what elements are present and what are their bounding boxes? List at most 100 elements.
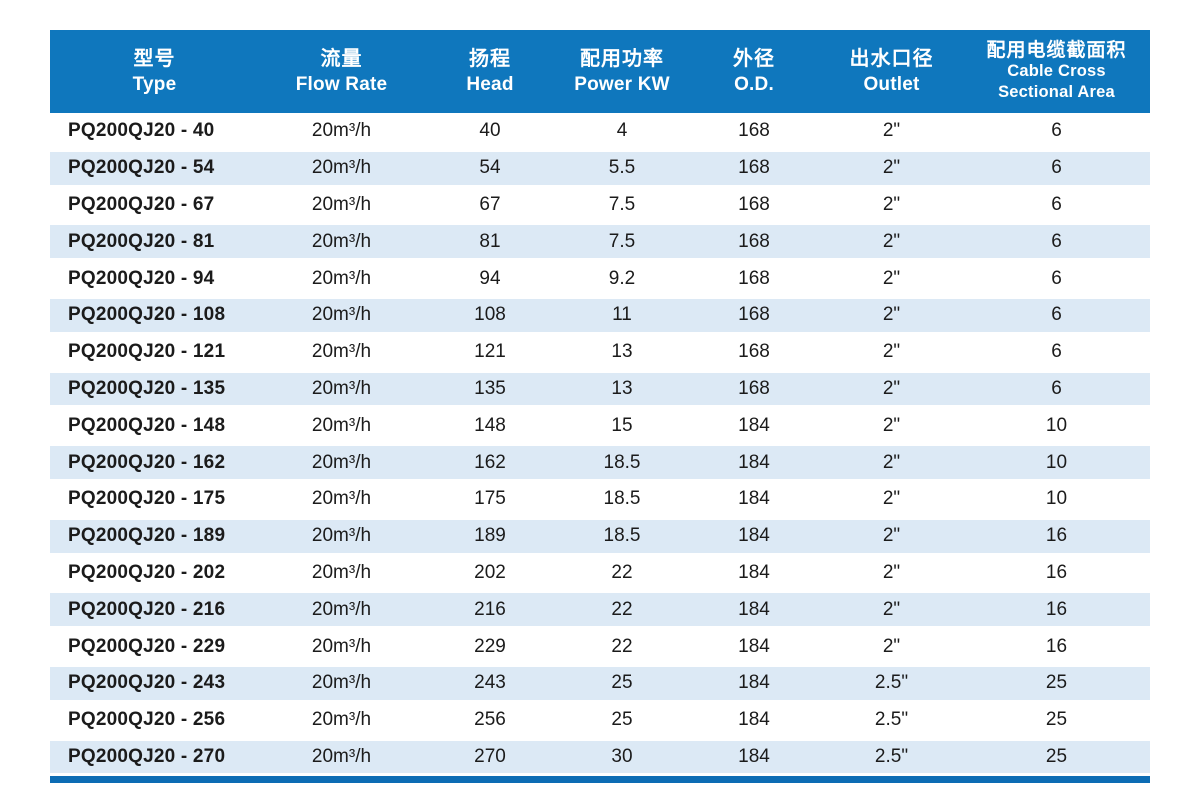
value-cell: 25 <box>1045 709 1068 731</box>
column-header-zh: 扬程 <box>469 47 511 70</box>
value-cell: 20m³/h <box>311 525 372 547</box>
model-cell: PQ200QJ20 - 256 <box>68 709 226 731</box>
value-cell: 5.5 <box>608 157 636 179</box>
value-cell: 184 <box>738 451 770 473</box>
value-cell: 10 <box>1045 414 1068 436</box>
value-cell: 20m³/h <box>311 267 372 289</box>
value-cell: 148 <box>474 414 506 436</box>
value-cell: 2" <box>882 525 901 547</box>
model-cell: PQ200QJ20 - 189 <box>68 525 226 547</box>
value-cell: 7.5 <box>608 230 636 252</box>
value-cell: 40 <box>479 120 501 142</box>
column-header-3: 配用功率 Power KW <box>556 30 688 113</box>
column-header-2: 扬程 Head <box>424 30 556 113</box>
table-row: PQ200QJ20 - 243 20m³/h 243 25 184 2.5" 25 <box>50 664 1150 702</box>
value-cell: 10 <box>1045 451 1068 473</box>
model-cell: PQ200QJ20 - 94 <box>68 267 215 289</box>
value-cell: 6 <box>1051 193 1062 215</box>
model-cell: PQ200QJ20 - 67 <box>68 193 215 215</box>
value-cell: 22 <box>611 561 633 583</box>
table-row: PQ200QJ20 - 256 20m³/h 256 25 184 2.5" 25 <box>50 701 1150 739</box>
value-cell: 2.5" <box>874 672 909 694</box>
value-cell: 168 <box>738 120 770 142</box>
value-cell: 184 <box>738 525 770 547</box>
value-cell: 6 <box>1051 230 1062 252</box>
table-row: PQ200QJ20 - 189 20m³/h 189 18.5 184 2" 16 <box>50 517 1150 555</box>
value-cell: 2" <box>882 561 901 583</box>
value-cell: 25 <box>1045 745 1068 767</box>
value-cell: 20m³/h <box>311 341 372 363</box>
value-cell: 2" <box>882 267 901 289</box>
column-header-4: 外径 O.D. <box>688 30 820 113</box>
model-cell: PQ200QJ20 - 40 <box>68 120 215 142</box>
value-cell: 11 <box>612 304 632 326</box>
model-cell: PQ200QJ20 - 54 <box>68 157 215 179</box>
table-body: PQ200QJ20 - 40 20m³/h 40 4 168 2" 6 PQ200QJ20 -… <box>50 113 1150 776</box>
value-cell: 2" <box>882 414 901 436</box>
value-cell: 2" <box>882 304 901 326</box>
value-cell: 22 <box>611 598 633 620</box>
value-cell: 20m³/h <box>311 230 372 252</box>
value-cell: 2" <box>882 341 901 363</box>
column-header-en: Sectional Area <box>998 83 1115 101</box>
value-cell: 20m³/h <box>311 193 372 215</box>
value-cell: 13 <box>611 341 633 363</box>
value-cell: 20m³/h <box>311 561 372 583</box>
value-cell: 184 <box>738 709 770 731</box>
value-cell: 168 <box>738 230 770 252</box>
value-cell: 270 <box>474 745 506 767</box>
value-cell: 243 <box>474 672 506 694</box>
column-header-zh: 流量 <box>320 47 363 70</box>
value-cell: 168 <box>738 157 770 179</box>
value-cell: 2" <box>882 120 901 142</box>
value-cell: 189 <box>474 525 506 547</box>
model-cell: PQ200QJ20 - 229 <box>68 635 226 657</box>
column-header-zh: 配用功率 <box>580 47 664 70</box>
table-row: PQ200QJ20 - 148 20m³/h 148 15 184 2" 10 <box>50 407 1150 445</box>
table-row: PQ200QJ20 - 229 20m³/h 229 22 184 2" 16 <box>50 628 1150 665</box>
table-row: PQ200QJ20 - 135 20m³/h 135 13 168 2" 6 <box>50 370 1150 408</box>
value-cell: 2" <box>882 193 901 215</box>
table-row: PQ200QJ20 - 67 20m³/h 67 7.5 168 2" 6 <box>50 186 1150 224</box>
model-cell: PQ200QJ20 - 135 <box>68 377 226 399</box>
model-cell: PQ200QJ20 - 216 <box>68 598 226 620</box>
column-header-en: Head <box>466 73 514 95</box>
column-header-en: O.D. <box>734 73 774 95</box>
value-cell: 168 <box>738 377 770 399</box>
value-cell: 162 <box>474 451 506 473</box>
table-row: PQ200QJ20 - 54 20m³/h 54 5.5 168 2" 6 <box>50 149 1150 187</box>
value-cell: 20m³/h <box>311 635 372 657</box>
value-cell: 6 <box>1051 377 1062 399</box>
model-cell: PQ200QJ20 - 270 <box>68 745 226 767</box>
value-cell: 216 <box>474 598 506 620</box>
column-header-zh: 配用电缆截面积 <box>986 40 1127 61</box>
table-row: PQ200QJ20 - 121 20m³/h 121 13 168 2" 6 <box>50 333 1150 371</box>
table-row: PQ200QJ20 - 202 20m³/h 202 22 184 2" 16 <box>50 554 1150 592</box>
value-cell: 20m³/h <box>311 451 372 473</box>
column-header-en: Flow Rate <box>295 73 388 95</box>
column-header-en: Outlet <box>863 73 920 95</box>
value-cell: 20m³/h <box>311 157 372 179</box>
table-row: PQ200QJ20 - 216 20m³/h 216 22 184 2" 16 <box>50 591 1150 629</box>
value-cell: 25 <box>611 709 633 731</box>
value-cell: 2" <box>882 635 901 657</box>
value-cell: 94 <box>479 267 501 289</box>
value-cell: 2" <box>882 451 901 473</box>
value-cell: 9.2 <box>608 267 636 289</box>
value-cell: 20m³/h <box>311 709 372 731</box>
value-cell: 20m³/h <box>311 377 372 399</box>
value-cell: 25 <box>611 672 633 694</box>
value-cell: 108 <box>474 304 506 326</box>
value-cell: 16 <box>1045 598 1068 620</box>
value-cell: 2" <box>882 598 901 620</box>
value-cell: 20m³/h <box>311 120 372 142</box>
value-cell: 16 <box>1045 561 1068 583</box>
value-cell: 16 <box>1045 525 1068 547</box>
table-row: PQ200QJ20 - 40 20m³/h 40 4 168 2" 6 <box>50 113 1150 150</box>
value-cell: 229 <box>474 635 506 657</box>
value-cell: 22 <box>611 635 633 657</box>
column-header-1: 流量 Flow Rate <box>259 30 424 113</box>
value-cell: 15 <box>611 414 633 436</box>
value-cell: 20m³/h <box>311 304 372 326</box>
